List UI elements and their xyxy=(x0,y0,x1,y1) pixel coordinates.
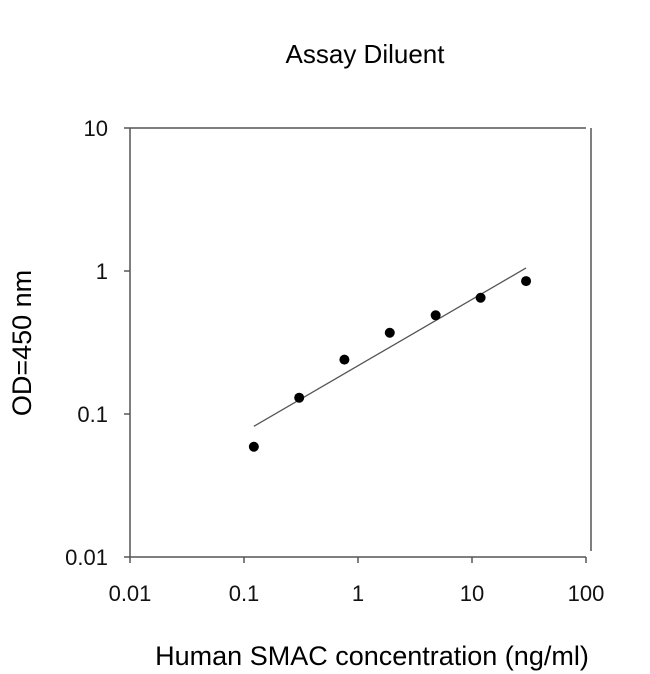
y-tick-label: 1 xyxy=(96,259,108,284)
x-axis-ticks: 0.01 0.1 1 10 100 xyxy=(109,557,605,606)
fit-line-segment xyxy=(253,267,527,427)
data-point xyxy=(384,327,395,338)
x-tick-label: 0.1 xyxy=(229,581,260,606)
x-tick-label: 1 xyxy=(352,581,364,606)
data-point xyxy=(248,441,259,452)
data-point xyxy=(294,392,305,403)
chart-title: Assay Diluent xyxy=(286,39,446,69)
y-tick-label: 10 xyxy=(84,116,108,141)
y-axis-label: OD=450 nm xyxy=(7,270,37,416)
y-tick-label: 0.1 xyxy=(77,402,108,427)
x-axis-label: Human SMAC concentration (ng/ml) xyxy=(155,641,589,671)
x-tick-label: 100 xyxy=(568,581,605,606)
y-axis-ticks: 0.01 0.1 1 10 xyxy=(65,116,130,570)
x-tick-label: 10 xyxy=(460,581,484,606)
y-tick-label: 0.01 xyxy=(65,545,108,570)
plot-axes xyxy=(129,127,592,558)
data-point xyxy=(475,292,486,303)
data-point xyxy=(521,276,532,287)
fit-line xyxy=(253,267,527,427)
data-point xyxy=(430,310,441,321)
data-point xyxy=(339,354,350,365)
data-points xyxy=(248,276,532,452)
x-tick-label: 0.01 xyxy=(109,581,152,606)
